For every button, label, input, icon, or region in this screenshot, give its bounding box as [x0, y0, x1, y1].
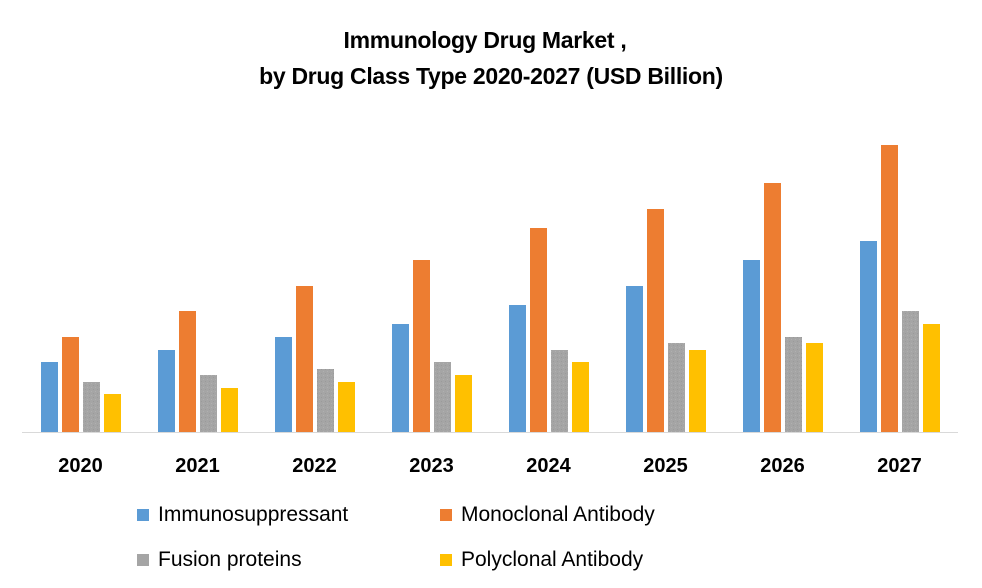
bar-polyclonal-antibody-2026: [806, 343, 823, 432]
legend-swatch: [440, 554, 452, 566]
bar-monoclonal-antibody-2020: [62, 337, 79, 432]
x-tick-label: 2022: [292, 455, 337, 477]
bar-fusion-proteins-2027: [902, 311, 919, 432]
legend-label: Monoclonal Antibody: [461, 503, 655, 526]
bar-immunosuppressant-2023: [392, 324, 409, 432]
chart-title: Immunology Drug Market ,: [343, 27, 627, 53]
legend-swatch: [137, 509, 149, 521]
legend-label: Polyclonal Antibody: [461, 548, 644, 571]
bar-fusion-proteins-2024: [551, 350, 568, 432]
bar-polyclonal-antibody-2025: [689, 350, 706, 432]
legend-item-immunosuppressant: Immunosuppressant: [137, 503, 348, 527]
chart-subtitle: by Drug Class Type 2020-2027 (USD Billio…: [259, 63, 723, 89]
legend-item-monoclonal-antibody: Monoclonal Antibody: [440, 503, 655, 527]
bar-immunosuppressant-2022: [275, 337, 292, 432]
bar-monoclonal-antibody-2024: [530, 228, 547, 432]
bar-polyclonal-antibody-2021: [221, 388, 238, 432]
bar-immunosuppressant-2020: [41, 362, 58, 432]
x-tick-label: 2024: [526, 455, 571, 477]
bar-monoclonal-antibody-2025: [647, 209, 664, 432]
x-tick-label: 2026: [760, 455, 805, 477]
bar-monoclonal-antibody-2021: [179, 311, 196, 432]
bar-fusion-proteins-2023: [434, 362, 451, 432]
legend-item-polyclonal-antibody: Polyclonal Antibody: [440, 548, 643, 572]
x-tick-label: 2020: [58, 455, 103, 477]
bar-polyclonal-antibody-2022: [338, 382, 355, 432]
x-tick-label: 2023: [409, 455, 454, 477]
legend-label: Fusion proteins: [158, 548, 302, 571]
legend-label: Immunosuppressant: [158, 503, 349, 526]
bar-polyclonal-antibody-2027: [923, 324, 940, 432]
bar-immunosuppressant-2025: [626, 286, 643, 432]
bar-immunosuppressant-2027: [860, 241, 877, 432]
bar-polyclonal-antibody-2024: [572, 362, 589, 432]
bar-monoclonal-antibody-2027: [881, 145, 898, 432]
legend-swatch: [440, 509, 452, 521]
bar-polyclonal-antibody-2023: [455, 375, 472, 432]
x-tick-label: 2027: [877, 455, 922, 477]
bar-polyclonal-antibody-2020: [104, 394, 121, 432]
bar-fusion-proteins-2025: [668, 343, 685, 432]
bars-group: [41, 145, 940, 432]
bar-fusion-proteins-2021: [200, 375, 217, 432]
bar-fusion-proteins-2026: [785, 337, 802, 432]
bar-monoclonal-antibody-2026: [764, 183, 781, 432]
legend-item-fusion-proteins: Fusion proteins: [137, 548, 302, 572]
legend-swatch: [137, 554, 149, 566]
bar-monoclonal-antibody-2023: [413, 260, 430, 432]
bar-immunosuppressant-2024: [509, 305, 526, 432]
bar-fusion-proteins-2022: [317, 369, 334, 432]
x-tick-label: 2025: [643, 455, 688, 477]
bar-monoclonal-antibody-2022: [296, 286, 313, 432]
bar-immunosuppressant-2026: [743, 260, 760, 432]
bar-fusion-proteins-2020: [83, 382, 100, 432]
bar-immunosuppressant-2021: [158, 350, 175, 432]
x-tick-labels: 2020 2021 2022 2023 2024 2025 2026 2027: [58, 455, 922, 477]
x-tick-label: 2021: [175, 455, 220, 477]
